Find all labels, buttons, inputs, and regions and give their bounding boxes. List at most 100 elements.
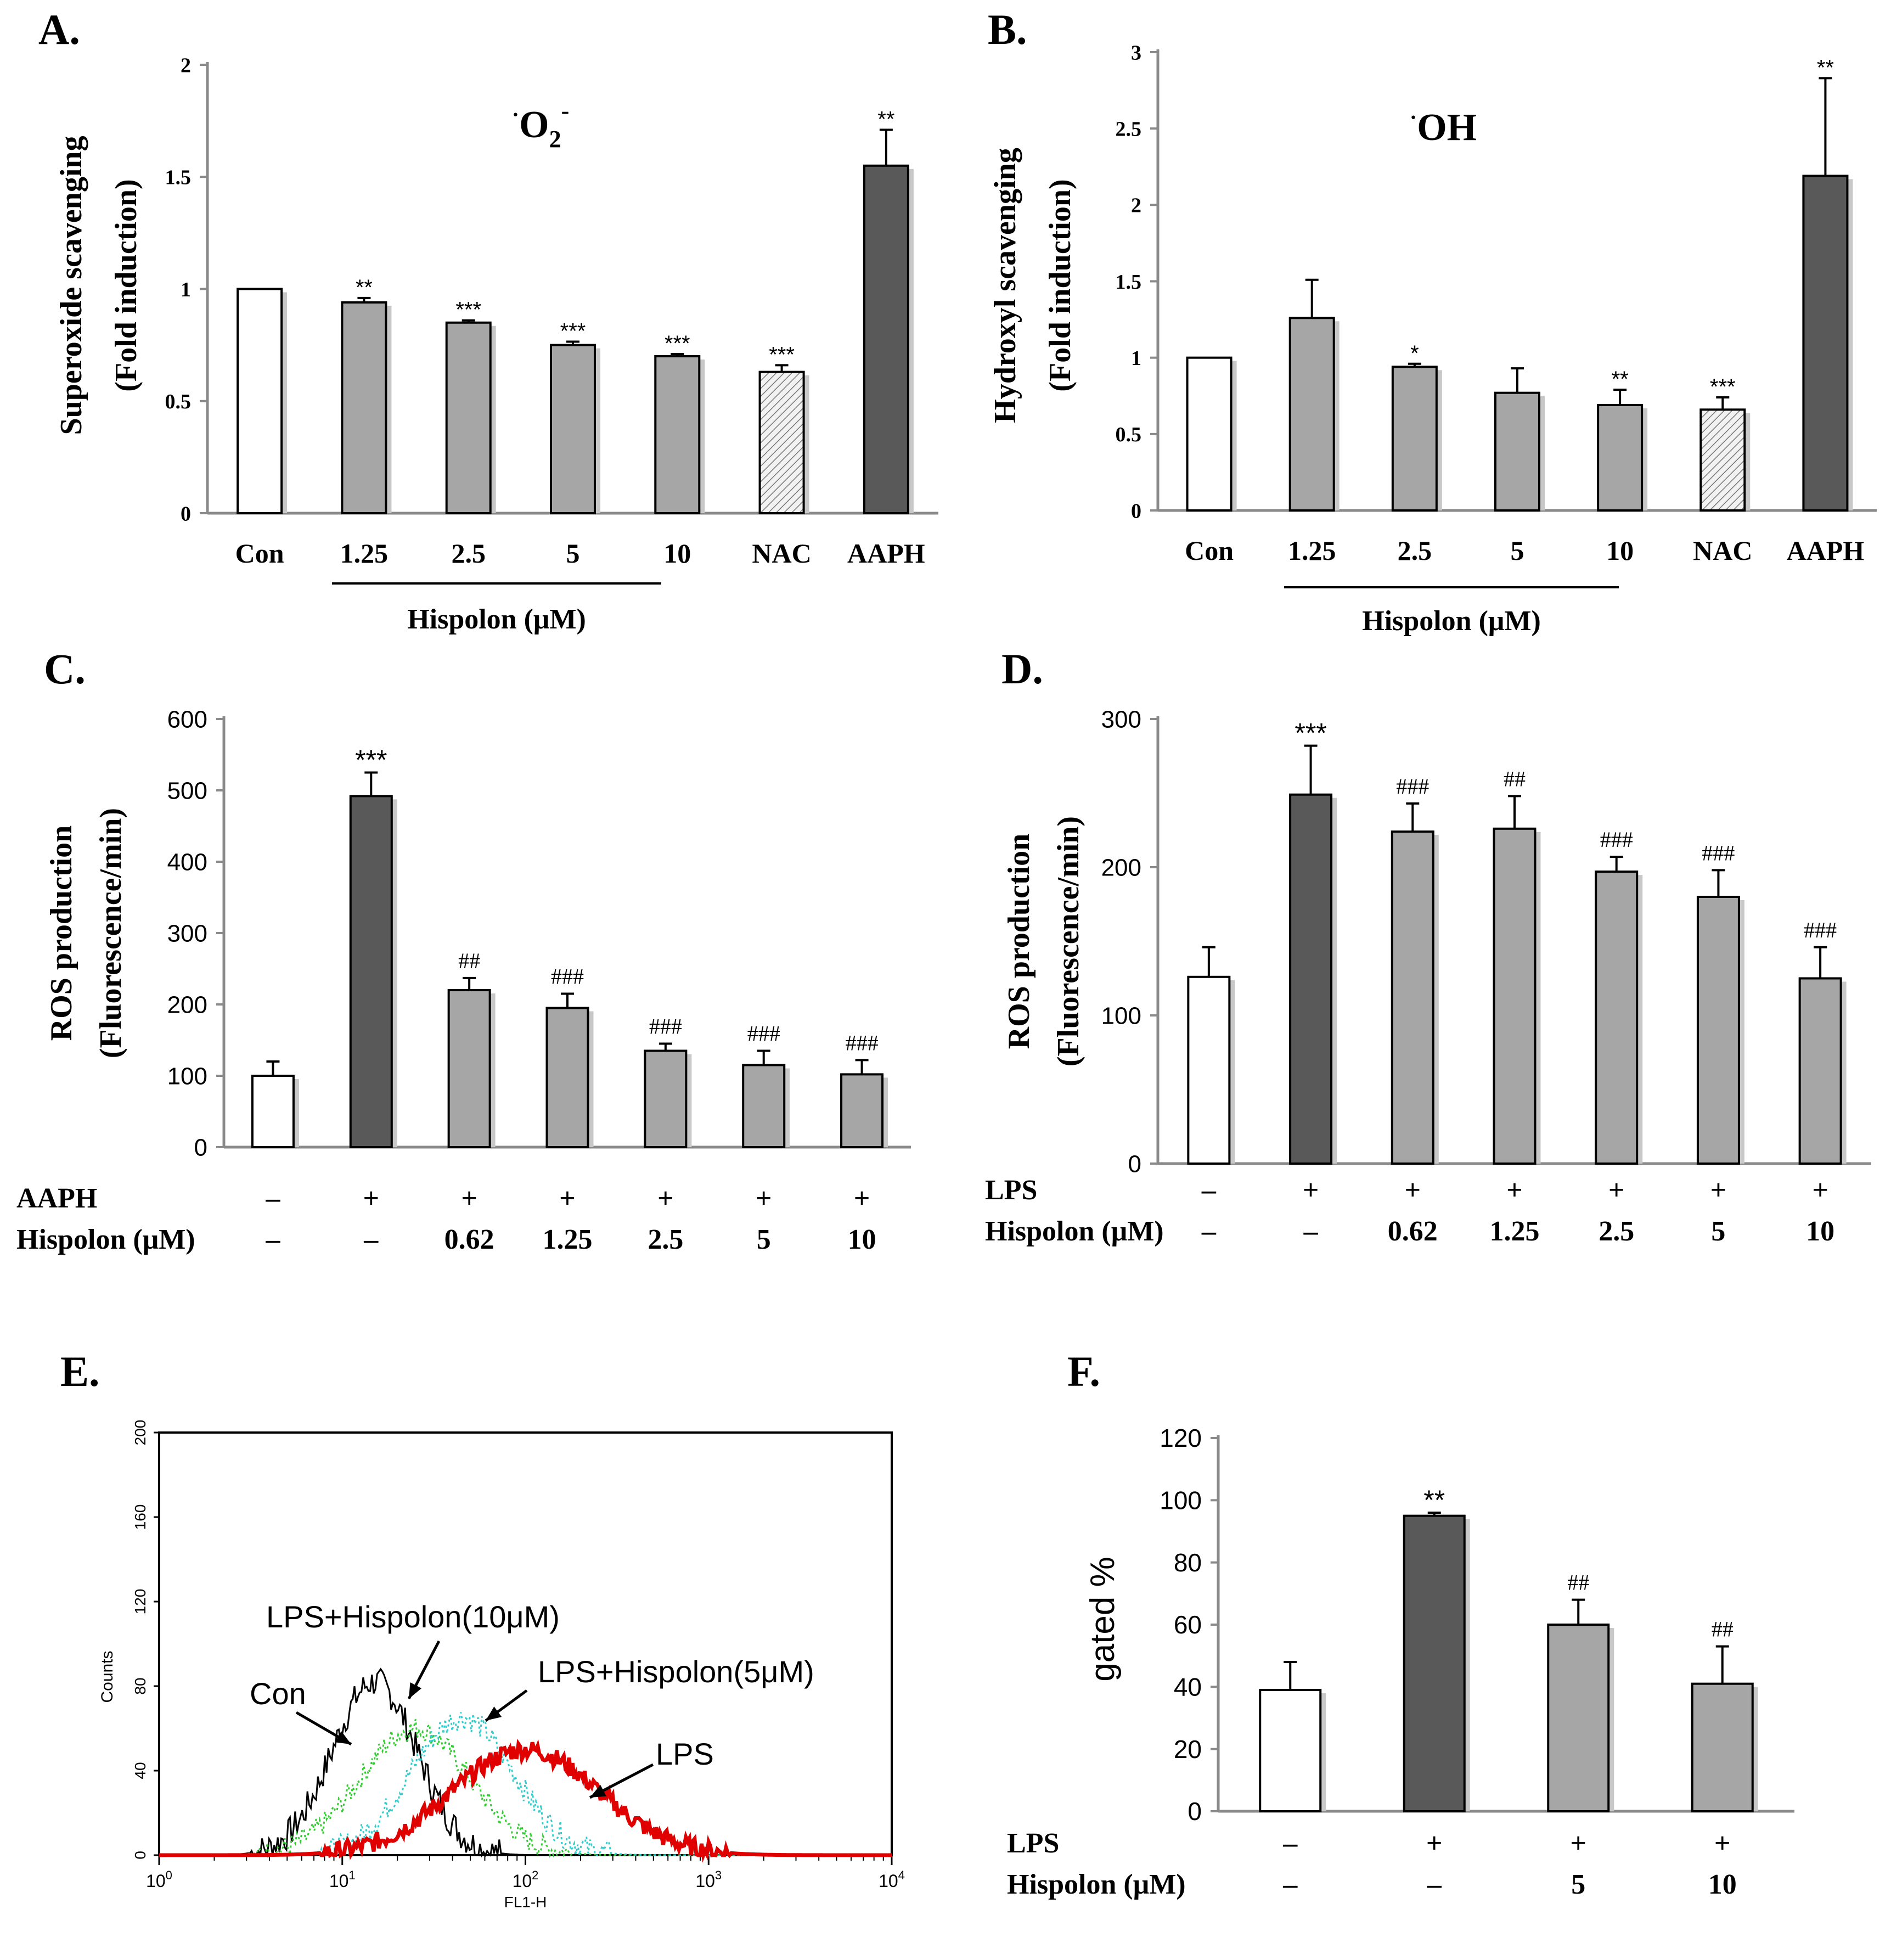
x-axis-label: FL1-H (504, 1894, 547, 1911)
y-tick-label: 1 (1131, 347, 1141, 370)
bar (349, 795, 393, 1148)
bar (644, 1049, 688, 1148)
y-tick-label: 2 (1131, 194, 1141, 217)
y-tick-label: 0 (1128, 1150, 1141, 1177)
y-tick-label: 0 (194, 1134, 207, 1161)
row-value: + (1714, 1828, 1731, 1859)
significance-marker: ### (846, 1030, 879, 1055)
panel-A: A. 0 0.5 1 1.5 2 Superoxide scavenging (Fold in… (38, 5, 938, 635)
histogram-lps (159, 1738, 892, 1863)
y-tick-label: 60 (1174, 1610, 1202, 1639)
y-tick-label: 0 (132, 1851, 149, 1860)
bar (237, 288, 283, 514)
x-tick-label: AAPH (847, 538, 925, 569)
x-tick-label: 2.5 (451, 538, 486, 569)
row-label: Hispolon (μM) (16, 1224, 195, 1255)
y-tick-label: 3 (1131, 41, 1141, 64)
bar (1699, 408, 1746, 512)
y-tick-label: 120 (132, 1589, 149, 1615)
row-value: – (1282, 1828, 1298, 1859)
y-tick-label: 500 (167, 777, 207, 804)
significance-marker: *** (665, 332, 690, 356)
group-label: Hispolon (μM) (1362, 605, 1541, 637)
panel-D: D. 0 100 200 300 ROS production (Fluorescence/… (985, 645, 1871, 1247)
y-tick-label: 40 (132, 1762, 149, 1779)
x-tick-label: 103 (695, 1868, 722, 1891)
panel-F: F. 0 20 40 60 80 100 120 gated % ** ## ## LPS – + + + His… (1007, 1347, 1794, 1900)
significance-marker: ### (649, 1014, 682, 1039)
y-tick-label: 100 (1160, 1486, 1202, 1514)
y-tick-label: 300 (167, 920, 207, 947)
significance-marker: * (1410, 341, 1419, 366)
significance-marker: ### (551, 964, 584, 989)
significance-marker: ## (1712, 1617, 1734, 1642)
y-tick-label: 0.5 (165, 390, 192, 413)
row-label: Hispolon (μM) (985, 1216, 1164, 1247)
significance-marker: *** (1295, 718, 1326, 749)
x-tick-label: 5 (1511, 535, 1524, 566)
x-tick-label: 1.25 (340, 538, 389, 569)
y-tick-label: 20 (1174, 1735, 1202, 1764)
row-value: 5 (1571, 1869, 1585, 1900)
bar (1493, 827, 1537, 1165)
panel-label: E. (60, 1347, 100, 1395)
histogram-annotation: LPS+Hispolon(5μM) (538, 1654, 814, 1689)
row-value: + (1570, 1828, 1586, 1859)
y-tick-label: 200 (132, 1420, 149, 1446)
y-tick-label: 0 (181, 502, 191, 525)
row-label: LPS (1007, 1828, 1059, 1859)
row-value: 10 (1806, 1216, 1834, 1247)
bar (545, 1007, 589, 1148)
y-axis-label: (Fluorescence/min) (94, 808, 128, 1058)
y-tick-label: 600 (167, 706, 207, 733)
significance-marker: ### (1396, 774, 1429, 799)
bar (445, 321, 492, 515)
bar (1595, 871, 1639, 1165)
arrow-head (590, 1784, 606, 1798)
row-value: + (1608, 1175, 1625, 1206)
x-tick-label: 104 (879, 1868, 905, 1891)
panel-label: F. (1067, 1347, 1100, 1395)
bar (863, 164, 909, 514)
histogram-annotation: Con (250, 1676, 306, 1711)
bar (1391, 830, 1434, 1165)
y-axis-label: Counts (98, 1650, 116, 1703)
bar (1696, 896, 1740, 1165)
panel-label: D. (1001, 645, 1043, 693)
significance-marker: ** (356, 276, 373, 300)
y-axis-label: ROS production (44, 825, 78, 1041)
y-axis-label: Hydroxyl scavenging (988, 148, 1022, 423)
x-tick-label: 10 (1606, 535, 1634, 566)
y-tick-label: 0 (1131, 499, 1141, 523)
significance-marker: ### (747, 1021, 780, 1046)
row-value: + (1812, 1175, 1828, 1206)
significance-marker: ### (1600, 827, 1633, 852)
row-value: 1.25 (543, 1224, 593, 1255)
row-value: + (1506, 1175, 1523, 1206)
histogram-lps-hispolon-10-m- (159, 1719, 892, 1858)
row-value: – (1303, 1216, 1319, 1247)
y-tick-label: 0.5 (1116, 423, 1142, 446)
row-value: + (657, 1183, 674, 1214)
y-axis-label: Superoxide scavenging (54, 136, 88, 435)
row-value: + (559, 1183, 576, 1214)
bar (1403, 1514, 1466, 1813)
arrow-head (409, 1682, 422, 1699)
x-tick-label: Con (235, 538, 284, 569)
row-value: 0.62 (444, 1224, 494, 1255)
bar (1547, 1624, 1610, 1812)
y-tick-label: 100 (1101, 1002, 1141, 1029)
row-value: – (265, 1183, 280, 1214)
y-tick-label: 0 (1187, 1797, 1202, 1826)
y-tick-label: 1.5 (1116, 271, 1142, 294)
bar (1798, 977, 1842, 1165)
row-value: – (1427, 1869, 1442, 1900)
row-value: 5 (1711, 1216, 1725, 1247)
row-value: + (854, 1183, 870, 1214)
significance-marker: *** (560, 319, 586, 343)
significance-marker: ## (1567, 1570, 1589, 1595)
y-axis-label: ROS production (1002, 834, 1036, 1049)
bar (1186, 356, 1232, 512)
y-axis-label: (Fold induction) (109, 179, 143, 391)
radical-title: ·O2- (512, 97, 569, 153)
